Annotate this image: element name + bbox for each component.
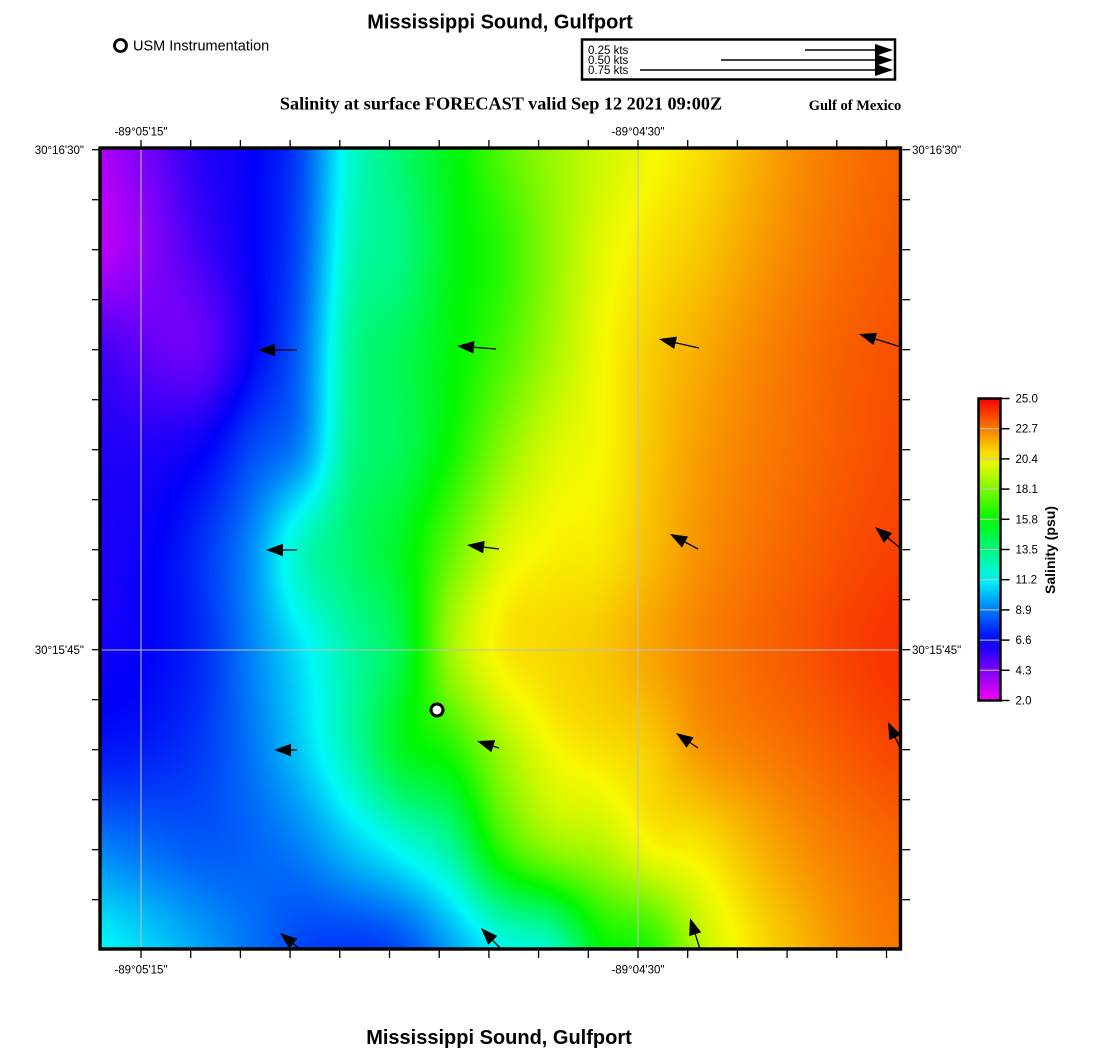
svg-text:Gulf of Mexico: Gulf of Mexico [809,98,902,114]
svg-text:-89°04'30": -89°04'30" [611,127,664,139]
svg-text:Mississippi Sound, Gulfport: Mississippi Sound, Gulfport [367,12,633,34]
svg-text:30°16'30": 30°16'30" [35,145,84,157]
svg-text:13.5: 13.5 [1016,545,1038,557]
svg-text:8.9: 8.9 [1016,605,1032,617]
svg-text:0.25 kts: 0.25 kts [588,45,629,57]
svg-text:4.3: 4.3 [1016,665,1032,677]
svg-text:Salinity at surface FORECAST v: Salinity at surface FORECAST valid Sep 1… [280,94,722,114]
svg-text:25.0: 25.0 [1016,394,1038,406]
svg-text:-89°04'30": -89°04'30" [611,965,664,977]
svg-text:18.1: 18.1 [1016,484,1038,496]
svg-text:20.4: 20.4 [1016,454,1039,466]
svg-text:-89°05'15": -89°05'15" [114,127,167,139]
svg-text:0.75 kts: 0.75 kts [588,65,629,77]
svg-text:30°15'45": 30°15'45" [912,645,961,657]
svg-text:30°16'30": 30°16'30" [912,145,961,157]
svg-text:30°15'45": 30°15'45" [35,645,84,657]
svg-text:USM Instrumentation: USM Instrumentation [133,39,269,55]
svg-text:2.0: 2.0 [1016,696,1032,708]
svg-text:6.6: 6.6 [1016,635,1032,647]
svg-text:15.8: 15.8 [1016,514,1038,526]
svg-text:22.7: 22.7 [1016,424,1038,436]
svg-text:0.50 kts: 0.50 kts [588,55,629,67]
svg-text:11.2: 11.2 [1016,575,1038,587]
svg-text:-89°05'15": -89°05'15" [114,965,167,977]
svg-text:Salinity (psu): Salinity (psu) [1042,506,1058,594]
svg-text:Mississippi Sound, Gulfport: Mississippi Sound, Gulfport [366,1027,632,1049]
